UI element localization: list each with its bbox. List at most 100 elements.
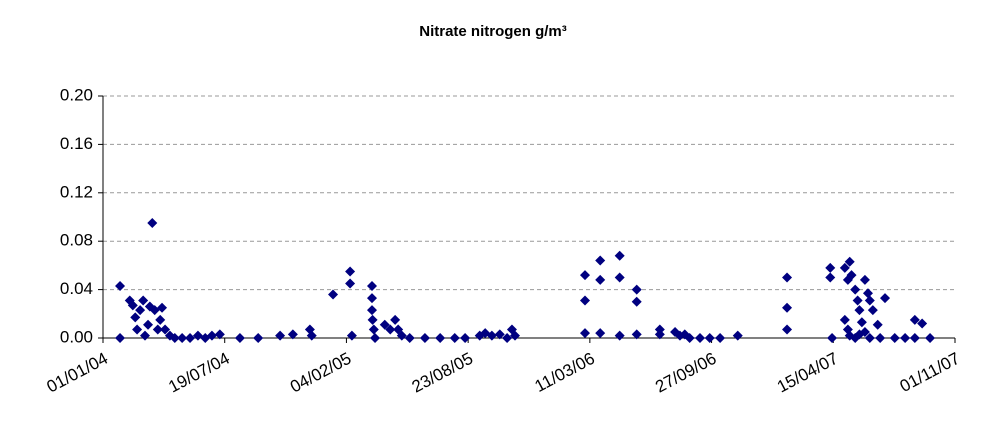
point <box>506 324 517 335</box>
point <box>846 270 857 281</box>
point <box>579 295 590 306</box>
point <box>385 324 396 335</box>
x-tick-label: 19/07/04 <box>165 349 232 397</box>
point <box>864 333 875 343</box>
point <box>704 333 715 343</box>
point <box>214 329 225 340</box>
point <box>390 314 401 325</box>
point <box>825 262 836 273</box>
point <box>595 274 606 285</box>
point <box>460 333 471 343</box>
point <box>135 305 146 316</box>
y-tick-label: 0.00 <box>60 327 93 346</box>
point <box>854 305 865 316</box>
point <box>900 333 911 343</box>
point <box>864 295 875 306</box>
point <box>889 333 900 343</box>
point <box>152 324 163 335</box>
point <box>631 296 642 307</box>
point <box>502 333 513 343</box>
point <box>494 329 505 340</box>
point <box>917 318 928 329</box>
point <box>345 278 356 289</box>
point <box>138 295 149 306</box>
point <box>366 305 377 316</box>
y-tick-label: 0.20 <box>60 85 93 104</box>
point <box>856 317 867 328</box>
point <box>875 333 886 343</box>
point <box>782 272 793 283</box>
x-tick-label: 01/01/04 <box>44 349 111 397</box>
point <box>862 288 873 299</box>
point <box>155 314 166 325</box>
point <box>827 333 838 343</box>
y-tick-label: 0.08 <box>60 231 93 250</box>
y-tick-label: 0.16 <box>60 134 93 153</box>
point <box>925 333 936 343</box>
point <box>185 333 196 343</box>
y-tick-label: 0.04 <box>60 279 93 298</box>
point <box>486 330 497 341</box>
point <box>404 333 415 343</box>
point <box>127 300 138 311</box>
point <box>253 333 264 343</box>
point <box>370 333 381 343</box>
point <box>419 333 430 343</box>
point <box>177 333 188 343</box>
point <box>139 330 150 341</box>
point <box>867 305 878 316</box>
point <box>579 328 590 339</box>
point <box>366 280 377 291</box>
point <box>684 333 695 343</box>
x-tick-label: 04/02/05 <box>287 349 354 397</box>
x-tick-label: 11/03/06 <box>532 349 598 396</box>
point <box>579 270 590 281</box>
point <box>287 329 298 340</box>
point <box>510 330 521 341</box>
x-tick-label: 15/04/07 <box>774 349 841 397</box>
point <box>614 250 625 261</box>
point <box>880 293 891 304</box>
point <box>368 324 379 335</box>
point <box>346 330 357 341</box>
point <box>379 319 390 330</box>
point <box>614 330 625 341</box>
point <box>366 293 377 304</box>
point <box>844 256 855 267</box>
point <box>715 333 726 343</box>
point <box>825 272 836 283</box>
point <box>345 266 356 277</box>
point <box>852 295 863 306</box>
point <box>132 324 143 335</box>
point <box>595 328 606 339</box>
point <box>631 284 642 295</box>
point <box>328 289 339 300</box>
x-tick-label: 23/08/05 <box>409 349 476 397</box>
point <box>782 302 793 313</box>
point <box>732 330 743 341</box>
point <box>839 314 850 325</box>
point <box>850 284 861 295</box>
point <box>130 312 141 323</box>
point <box>695 333 706 343</box>
x-tick-label: 27/09/06 <box>652 349 719 397</box>
point <box>782 324 793 335</box>
point <box>234 333 245 343</box>
point <box>654 329 665 340</box>
point <box>157 302 168 313</box>
point <box>595 255 606 266</box>
point <box>306 330 317 341</box>
point <box>859 326 870 337</box>
point <box>143 319 154 330</box>
point <box>169 333 180 343</box>
point <box>115 280 126 291</box>
y-tick-label: 0.12 <box>60 182 93 201</box>
chart-title: Nitrate nitrogen g/m³ <box>419 23 567 40</box>
point <box>160 324 171 335</box>
point <box>435 333 446 343</box>
point <box>872 319 883 330</box>
point <box>147 218 158 229</box>
point <box>631 329 642 340</box>
x-tick-label: 01/11/07 <box>897 349 963 396</box>
point <box>614 272 625 283</box>
